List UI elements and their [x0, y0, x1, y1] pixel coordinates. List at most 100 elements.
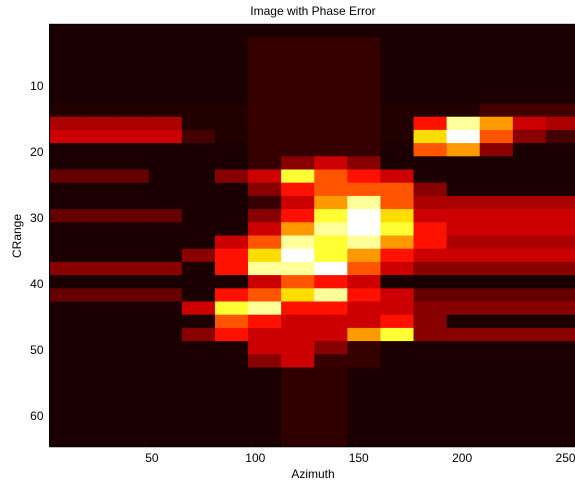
heatmap-cell — [49, 433, 83, 448]
heatmap-cell — [281, 143, 315, 157]
heatmap-cell — [413, 393, 448, 408]
heatmap-cell — [181, 327, 216, 342]
heatmap-cell — [479, 195, 514, 210]
heatmap-cell — [446, 116, 481, 131]
heatmap-cell — [181, 235, 216, 250]
heatmap-cell — [49, 261, 83, 276]
heatmap-cell — [314, 420, 348, 434]
heatmap-cell — [347, 103, 381, 118]
heatmap-cell — [181, 182, 216, 197]
heatmap-cell — [148, 129, 183, 144]
heatmap-cell — [347, 275, 381, 289]
heatmap-cell — [115, 314, 150, 329]
heatmap-cell — [479, 37, 514, 52]
heatmap-cell — [248, 77, 282, 91]
heatmap-cell — [314, 354, 348, 368]
heatmap-cell — [413, 143, 448, 157]
heatmap-cell — [49, 116, 83, 131]
heatmap-cell — [281, 116, 315, 131]
heatmap-cell — [49, 301, 83, 316]
heatmap-cell — [380, 103, 414, 118]
heatmap-cell — [82, 341, 117, 355]
heatmap-cell — [82, 301, 117, 316]
heatmap-cell — [181, 275, 216, 289]
heatmap-cell — [512, 420, 547, 434]
heatmap-cell — [446, 195, 481, 210]
heatmap-cell — [49, 235, 83, 250]
heatmap-cell — [82, 393, 117, 408]
heatmap-cell — [214, 222, 249, 236]
heatmap-cell — [446, 90, 481, 104]
heatmap-cell — [314, 433, 348, 448]
heatmap-cell — [479, 24, 514, 38]
heatmap-cell — [479, 420, 514, 434]
heatmap-cell — [446, 24, 481, 38]
heatmap-cell — [512, 288, 547, 302]
heatmap-cell — [413, 341, 448, 355]
heatmap-cell — [82, 129, 117, 144]
heatmap-cell — [181, 195, 216, 210]
heatmap-cell — [82, 327, 117, 342]
heatmap-cell — [380, 90, 414, 104]
heatmap-cell — [347, 195, 381, 210]
heatmap-cell — [248, 222, 282, 236]
heatmap-cell — [314, 195, 348, 210]
heatmap-cell — [181, 77, 216, 91]
heatmap-cell — [248, 37, 282, 52]
heatmap-cell — [479, 327, 514, 342]
heatmap-cell — [512, 156, 547, 170]
heatmap-cell — [82, 235, 117, 250]
heatmap-cell — [214, 195, 249, 210]
heatmap-cell — [248, 380, 282, 395]
y-tick-label: 50 — [30, 343, 44, 357]
heatmap-cell — [148, 222, 183, 236]
heatmap-cell — [413, 37, 448, 52]
heatmap-cell — [281, 301, 315, 316]
heatmap-cell — [380, 433, 414, 448]
heatmap-cell — [545, 380, 575, 395]
heatmap-cell — [148, 341, 183, 355]
x-tick-label: 250 — [556, 451, 575, 465]
heatmap-cell — [413, 275, 448, 289]
heatmap-cell — [181, 367, 216, 382]
heatmap-cell — [545, 50, 575, 65]
heatmap-cell — [347, 77, 381, 91]
heatmap-cell — [413, 420, 448, 434]
heatmap-cell — [479, 380, 514, 395]
heatmap-cell — [82, 143, 117, 157]
heatmap-cell — [148, 327, 183, 342]
heatmap-cell — [512, 433, 547, 448]
heatmap-cell — [347, 433, 381, 448]
heatmap-cell — [314, 301, 348, 316]
heatmap-cell — [347, 143, 381, 157]
heatmap-cell — [545, 143, 575, 157]
heatmap-cell — [413, 433, 448, 448]
heatmap-cell — [512, 380, 547, 395]
heatmap-cell — [545, 129, 575, 144]
heatmap-cell — [82, 367, 117, 382]
heatmap-cell — [281, 156, 315, 170]
heatmap-cell — [512, 116, 547, 131]
heatmap-cell — [214, 261, 249, 276]
heatmap-cell — [347, 301, 381, 316]
heatmap-cell — [248, 90, 282, 104]
heatmap-cell — [248, 209, 282, 223]
heatmap-cell — [181, 420, 216, 434]
heatmap-cell — [181, 407, 216, 421]
heatmap-cell — [214, 341, 249, 355]
heatmap-cell — [281, 129, 315, 144]
heatmap-cell — [314, 50, 348, 65]
heatmap-cell — [214, 24, 249, 38]
heatmap-cell — [347, 209, 381, 223]
heatmap-cell — [214, 301, 249, 316]
heatmap-cell — [479, 90, 514, 104]
heatmap-cell — [148, 288, 183, 302]
heatmap-cell — [49, 341, 83, 355]
heatmap-cell — [115, 393, 150, 408]
heatmap-cell — [148, 433, 183, 448]
heatmap-cell — [380, 77, 414, 91]
heatmap-cell — [115, 420, 150, 434]
heatmap-cell — [545, 420, 575, 434]
heatmap-cell — [115, 354, 150, 368]
